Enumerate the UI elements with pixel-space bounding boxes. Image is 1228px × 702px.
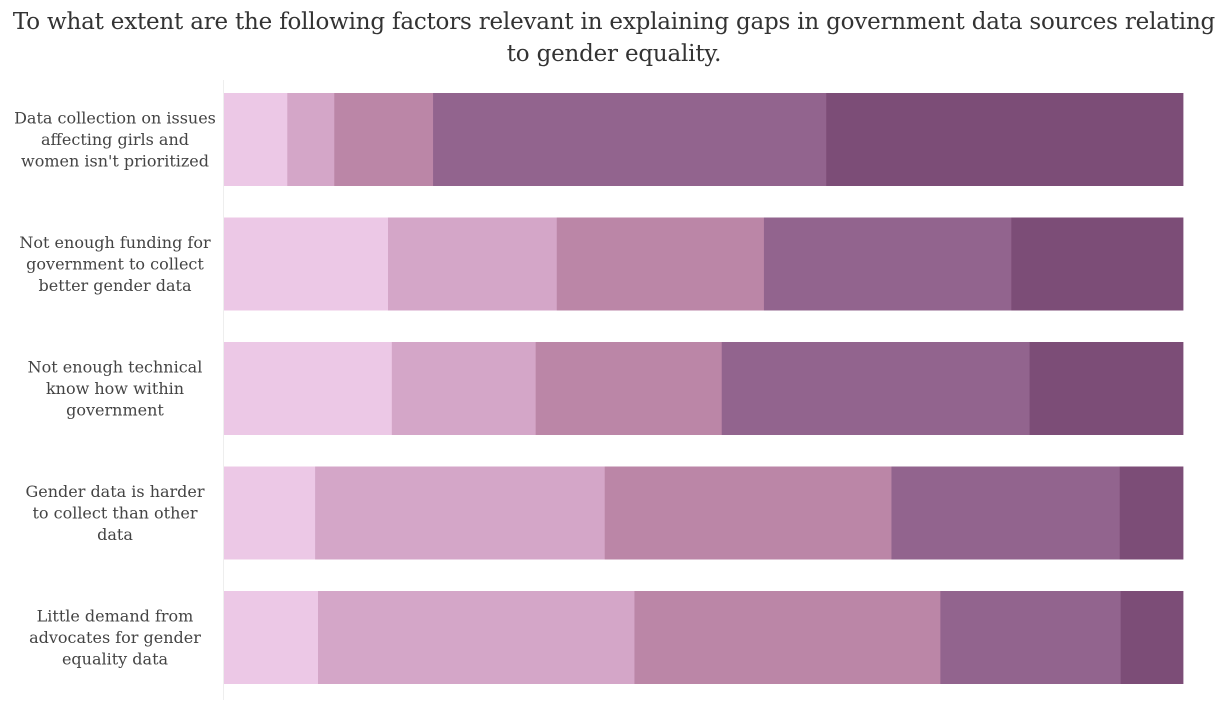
category-label-5-line-2: advocates for gender — [29, 628, 201, 647]
category-labels-group: Data collection on issues affecting girls… — [14, 109, 216, 669]
bar-segment-2-4 — [763, 217, 1012, 311]
category-label-5-line-1: Little demand from — [37, 607, 194, 626]
bar-segment-4-4 — [891, 466, 1121, 560]
bar-segment-3-3 — [535, 342, 723, 435]
bar-segment-4-1 — [224, 466, 316, 560]
bar-segment-3-2 — [391, 342, 537, 435]
chart-title-line-2: to gender equality. — [506, 41, 722, 67]
category-label-2-line-3: better gender data — [39, 276, 192, 295]
category-label-1-line-2: affecting girls and — [41, 130, 189, 149]
bar-segment-2-2 — [387, 217, 558, 311]
bar-segment-1-4 — [433, 93, 827, 186]
bar-segment-1-3 — [334, 93, 434, 186]
chart-title: To what extent are the following factors… — [0, 6, 1228, 70]
category-label-3-line-1: Not enough technical — [28, 358, 203, 377]
category-label-4-line-3: data — [97, 525, 133, 544]
bar-segment-4-5 — [1119, 466, 1184, 560]
bar-segment-3-4 — [721, 342, 1030, 435]
bar-segment-1-1 — [224, 93, 288, 186]
bar-segment-1-5 — [826, 93, 1184, 186]
bar-segment-4-3 — [604, 466, 892, 560]
bar-segment-3-5 — [1029, 342, 1184, 435]
bar-segment-5-4 — [940, 591, 1122, 684]
bar-segment-5-2 — [317, 591, 635, 684]
bars-group — [224, 93, 1184, 684]
bar-segment-4-2 — [315, 466, 606, 560]
category-label-2-line-2: government to collect — [26, 255, 204, 274]
bar-segment-2-5 — [1011, 217, 1184, 311]
category-label-5-line-3: equality data — [62, 650, 169, 669]
category-label-1-line-3: women isn't prioritized — [21, 152, 209, 171]
bar-segment-5-3 — [634, 591, 941, 684]
category-label-2-line-1: Not enough funding for — [19, 233, 211, 252]
bar-segment-5-1 — [224, 591, 319, 684]
bar-segment-2-1 — [224, 217, 389, 311]
chart-title-line-1: To what extent are the following factors… — [12, 9, 1216, 35]
category-label-3-line-3: government — [66, 401, 164, 420]
bar-segment-1-2 — [287, 93, 335, 186]
bar-segment-3-1 — [224, 342, 393, 435]
category-label-4-line-2: to collect than other — [32, 504, 197, 523]
bar-segment-5-5 — [1120, 591, 1184, 684]
category-label-1-line-1: Data collection on issues — [14, 109, 216, 128]
bar-segment-2-3 — [556, 217, 765, 311]
category-label-3-line-2: know how within — [46, 379, 184, 398]
category-label-4-line-1: Gender data is harder — [25, 482, 204, 501]
